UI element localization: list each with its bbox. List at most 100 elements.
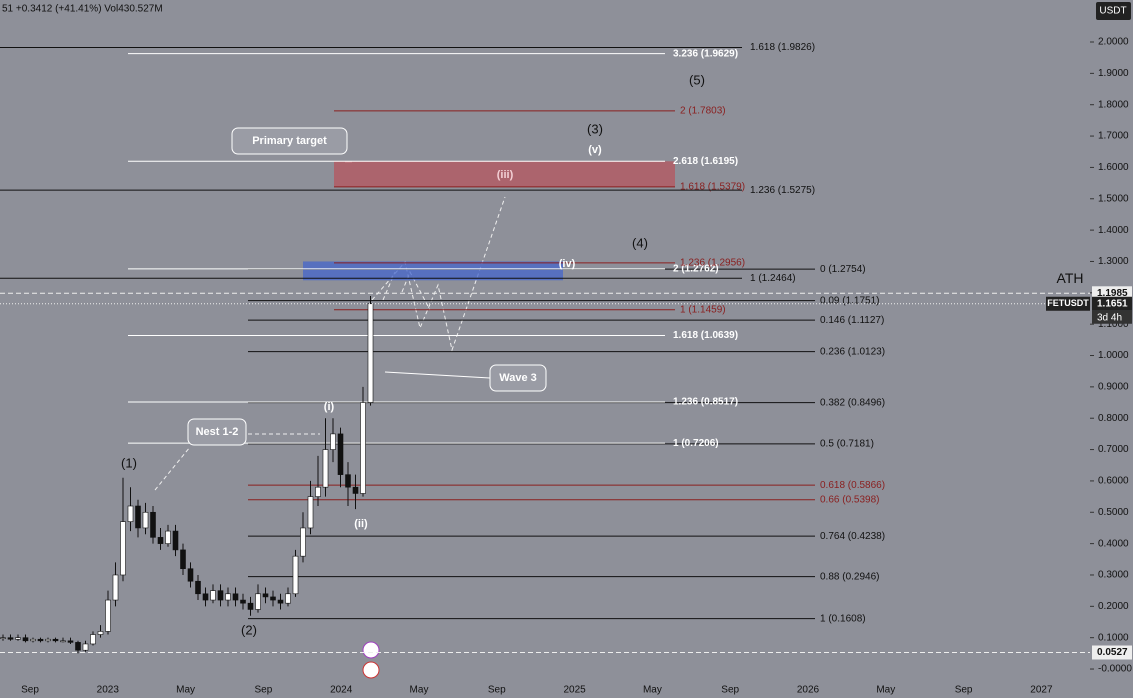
y-tick-label: 1.1000 xyxy=(1098,319,1129,330)
candle-body xyxy=(232,593,239,601)
candle-body xyxy=(322,449,329,488)
candle-body xyxy=(225,593,231,601)
candle-body xyxy=(285,593,291,604)
candle-body xyxy=(90,634,96,645)
candle-body xyxy=(52,638,59,642)
x-tick-label: 2027 xyxy=(1030,685,1053,696)
candle-body xyxy=(352,486,359,494)
candle-body xyxy=(180,549,186,570)
candle-body xyxy=(112,574,119,601)
fib-label: 1 (1.1459) xyxy=(680,304,726,315)
symbol: FETUSDT xyxy=(1047,298,1089,308)
wave-label: (2) xyxy=(241,622,257,637)
wave-label: (ii) xyxy=(354,518,368,530)
candle-body xyxy=(30,638,36,642)
candle-body xyxy=(127,505,134,522)
wave-label: (5) xyxy=(689,72,705,87)
x-tick-label: Sep xyxy=(488,685,506,696)
y-tick-label: 1.4000 xyxy=(1098,225,1129,236)
fib-label: 1.618 (1.5379) xyxy=(680,182,745,193)
x-tick-label: Sep xyxy=(721,685,739,696)
candle-body xyxy=(60,640,66,643)
fib-label: 1.236 (1.2956) xyxy=(680,257,745,268)
callout: Nest 1-2 xyxy=(196,426,239,438)
x-tick-label: Sep xyxy=(255,685,273,696)
fib-label: 1 (1.2464) xyxy=(750,273,796,284)
wave-label: (iii) xyxy=(497,169,514,181)
fib-label: 1.236 (1.5275) xyxy=(750,185,815,196)
y-tick-label: 0.7000 xyxy=(1098,444,1129,455)
candle-body xyxy=(247,602,254,610)
y-tick-label: 2.0000 xyxy=(1098,37,1129,48)
candle-body xyxy=(37,638,44,642)
target-zone xyxy=(334,161,675,187)
fib-label: 0.764 (0.4238) xyxy=(820,531,885,542)
price-tag xyxy=(1092,296,1132,311)
candle-body xyxy=(240,599,246,604)
y-tick-label: 0.2000 xyxy=(1098,601,1129,612)
projection-path xyxy=(371,196,506,352)
price-tag xyxy=(1092,645,1132,660)
wave-label: (3) xyxy=(587,121,603,136)
y-tick-label: 1.9000 xyxy=(1098,68,1129,79)
candle-body xyxy=(142,511,149,529)
candle-body xyxy=(367,303,374,403)
currency[interactable]: USDT xyxy=(1099,6,1126,17)
candle-body xyxy=(22,637,29,642)
fib-label: 0.236 (1.0123) xyxy=(820,346,885,357)
candle-body xyxy=(255,593,261,610)
candle-body xyxy=(262,593,269,598)
candle-body xyxy=(360,402,366,494)
fib-label: 0.66 (0.5398) xyxy=(820,494,880,505)
callout-box xyxy=(187,418,247,446)
fib-label: 0.146 (1.1127) xyxy=(820,315,884,326)
y-tick-label: -0.0000 xyxy=(1098,664,1132,675)
header: 51 +0.3412 (+41.41%) Vol430.527M xyxy=(2,4,163,15)
target-zone xyxy=(303,261,563,281)
price-tag-label: 1.1651 xyxy=(1097,298,1128,309)
event-icon[interactable] xyxy=(362,661,380,679)
candle-body xyxy=(165,530,171,544)
fib-label: 0.88 (0.2946) xyxy=(820,571,880,582)
x-tick-label: May xyxy=(876,685,895,696)
currency-box[interactable] xyxy=(1096,2,1131,20)
fib-label: 1.618 (1.9826) xyxy=(750,42,815,53)
y-tick-label: 0.1000 xyxy=(1098,632,1129,643)
price-tag-label: 0.0527 xyxy=(1097,647,1128,658)
callout-box xyxy=(489,364,547,392)
candle-body xyxy=(315,486,321,497)
candle-body xyxy=(45,638,51,642)
candle-body xyxy=(75,642,81,651)
projection xyxy=(154,196,506,491)
callout-box xyxy=(231,127,348,155)
candle-body xyxy=(195,580,201,595)
fib-label: 1 (0.1608) xyxy=(820,613,866,624)
event-icon[interactable] xyxy=(362,641,380,659)
fib-label: 1.618 (1.0639) xyxy=(673,330,738,341)
candle-body xyxy=(270,596,276,601)
wave-label: (iv) xyxy=(559,258,576,270)
candle-body xyxy=(202,593,209,601)
fib-label: 0.618 (0.5866) xyxy=(820,480,885,491)
y-tick-label: 0.6000 xyxy=(1098,476,1129,487)
ath-label: ATH xyxy=(1057,270,1084,286)
x-tick-label: May xyxy=(176,685,195,696)
x-tick-label: May xyxy=(410,685,429,696)
x-tick-label: 2023 xyxy=(97,685,120,696)
y-tick-label: 1.5000 xyxy=(1098,193,1129,204)
y-tick-label: 0.4000 xyxy=(1098,538,1129,549)
x-tick-label: Sep xyxy=(955,685,973,696)
candle-body xyxy=(307,496,314,529)
candle-body xyxy=(67,640,74,643)
y-tick-label: 0.3000 xyxy=(1098,570,1129,581)
x-tick-label: 2024 xyxy=(330,685,353,696)
y-tick-label: 1.0000 xyxy=(1098,350,1129,361)
y-tick-label: 1.7000 xyxy=(1098,131,1129,142)
y-tick-label: 1.3000 xyxy=(1098,256,1129,267)
candle-body xyxy=(0,637,6,639)
wave-label: (1) xyxy=(121,455,137,470)
candle-body xyxy=(292,555,299,595)
wave-label: (i) xyxy=(324,401,335,413)
candle-body xyxy=(345,474,351,488)
countdown: 3d 4h xyxy=(1097,312,1122,323)
